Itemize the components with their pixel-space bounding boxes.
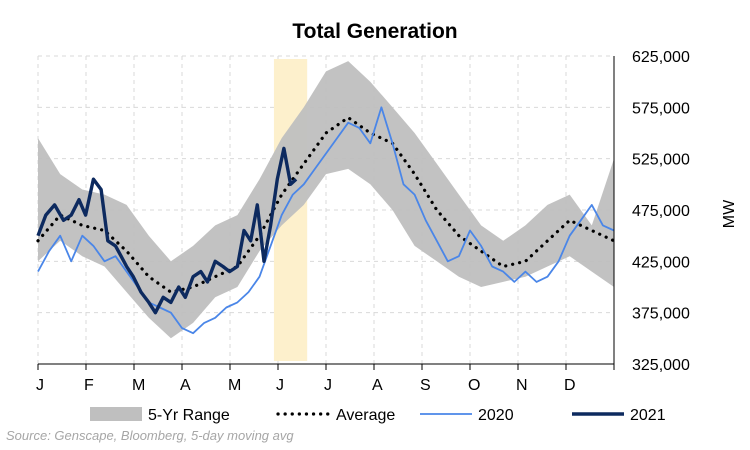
y-tick-label: 375,000 (632, 306, 690, 323)
x-tick-label: A (180, 377, 191, 394)
y-tick-label: 575,000 (632, 100, 690, 117)
legend: 5-Yr Range Average 2020 2021 (90, 407, 666, 424)
legend-swatch-5yr-range (90, 407, 142, 421)
y-tick-label: 325,000 (632, 357, 690, 374)
series-layer (36, 61, 616, 339)
legend-label: 2021 (630, 407, 666, 424)
legend-label: 2020 (478, 407, 514, 424)
x-tick-label: N (516, 377, 528, 394)
x-tick-label: S (420, 377, 431, 394)
x-tick-label: J (324, 377, 332, 394)
x-tick-label: D (564, 377, 576, 394)
legend-label: Average (336, 407, 395, 424)
x-tick-label: F (84, 377, 94, 394)
x-tick-label: J (276, 377, 284, 394)
y-tick-label: 475,000 (632, 203, 690, 220)
x-tick-label: M (132, 377, 145, 394)
y-tick-label: 625,000 (632, 49, 690, 66)
x-tick-label: A (372, 377, 383, 394)
legend-label: 5-Yr Range (148, 407, 230, 424)
source-note: Source: Genscape, Bloomberg, 5-day movin… (6, 428, 294, 443)
x-tick-label: J (36, 377, 44, 394)
y-tick-label: 525,000 (632, 152, 690, 169)
x-tick-label: M (228, 377, 241, 394)
y-axis-label: MW (721, 199, 738, 228)
y-tick-label: 425,000 (632, 254, 690, 271)
chart-title: Total Generation (292, 20, 457, 43)
x-tick-label: O (468, 377, 480, 394)
series-2021 (36, 146, 298, 315)
series-average (36, 115, 616, 294)
axes: 325,000 375,000 425,000 475,000 525,000 575,0… (36, 49, 690, 394)
series-5yr-range (38, 61, 614, 339)
